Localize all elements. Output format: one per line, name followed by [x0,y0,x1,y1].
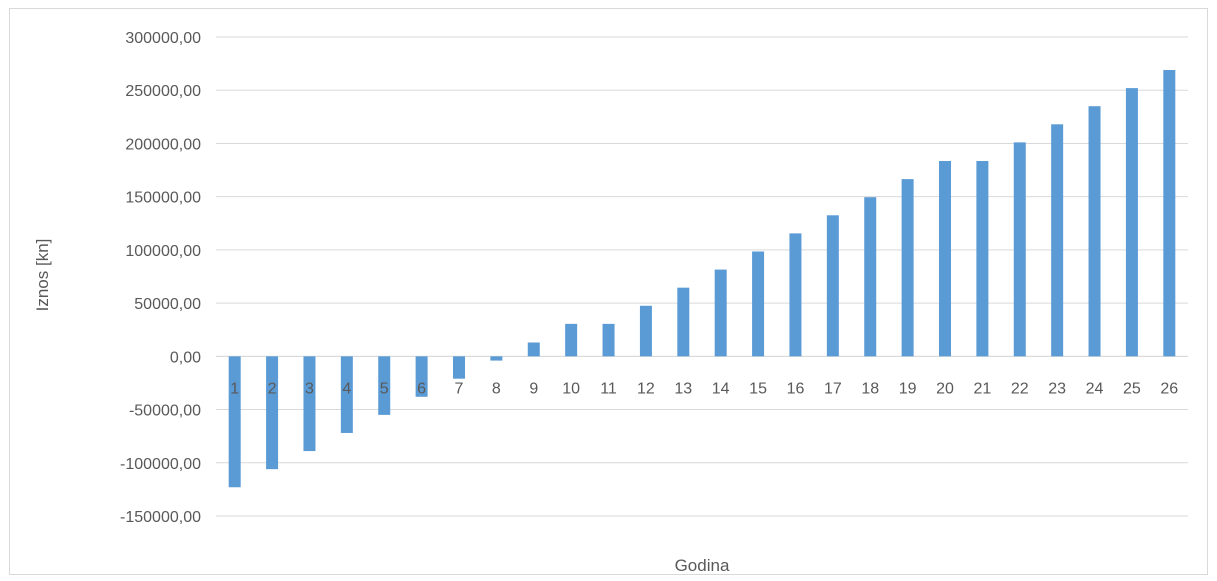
x-tick-label: 3 [305,380,314,397]
bar [901,179,914,357]
x-tick-label: 16 [787,380,805,397]
bar [1125,88,1138,357]
x-axis-title: Godina [675,556,730,575]
bar [415,356,428,397]
y-tick-label: 150000,00 [125,190,201,207]
x-tick-label: 23 [1048,380,1066,397]
x-tick-label: 13 [674,380,692,397]
bar [266,356,279,470]
y-axis-title: Iznos [kn] [33,239,52,312]
bar [602,323,615,357]
bar [1163,69,1176,357]
x-tick-label: 8 [492,380,501,397]
x-tick-label: 22 [1011,380,1029,397]
y-tick-label: -50000,00 [129,403,201,420]
x-tick-label: 11 [600,380,617,397]
bar [340,356,353,433]
x-tick-label: 14 [712,380,730,397]
y-tick-label: 250000,00 [125,83,201,100]
y-tick-label: 50000,00 [134,296,201,313]
gridlines [216,36,1188,517]
x-tick-label: 24 [1086,380,1104,397]
bar [939,161,951,357]
bar [1013,142,1026,357]
bar [976,161,989,357]
bar [789,233,802,357]
x-tick-label: 26 [1160,380,1178,397]
x-tick-label: 20 [936,380,954,397]
y-tick-label: 100000,00 [125,243,201,260]
y-tick-label: -100000,00 [120,456,201,473]
bar [639,305,652,357]
bar [565,323,578,357]
bar [714,269,727,357]
bar [1088,106,1101,357]
x-tick-label: 5 [380,380,389,397]
x-tick-label: 18 [861,380,879,397]
y-axis-ticks: 300000,00 250000,00 200000,00 150000,00 1000… [120,30,201,526]
x-tick-label: 10 [562,380,580,397]
bar [378,356,391,415]
x-tick-label: 15 [749,380,767,397]
bar [453,356,465,379]
x-tick-label: 7 [455,380,464,397]
x-tick-label: 19 [899,380,917,397]
bar [228,356,241,488]
bar [490,356,503,361]
x-tick-label: 2 [268,380,277,397]
bars [228,69,1176,488]
x-tick-label: 6 [417,380,426,397]
x-tick-label: 25 [1123,380,1141,397]
x-tick-label: 1 [230,380,239,397]
x-tick-label: 21 [973,380,991,397]
bar [1051,124,1064,357]
x-tick-label: 12 [637,380,655,397]
x-axis-ticks: 1 2 3 4 5 6 7 8 9 10 11 12 13 14 15 16 17 18 19 20 21 22 23 24 2… [230,380,1178,397]
y-tick-label: -150000,00 [120,509,201,526]
bar [677,287,690,357]
y-tick-label: 300000,00 [125,30,201,47]
y-tick-label: 0,00 [170,349,201,366]
x-tick-label: 17 [824,380,842,397]
bar [864,197,877,357]
bar [826,215,839,357]
chart-area [9,8,1208,575]
y-tick-label: 200000,00 [125,136,201,153]
x-tick-label: 4 [342,380,351,397]
bar [303,356,316,452]
bar [527,342,540,357]
x-tick-label: 9 [529,380,538,397]
bar [752,251,765,357]
